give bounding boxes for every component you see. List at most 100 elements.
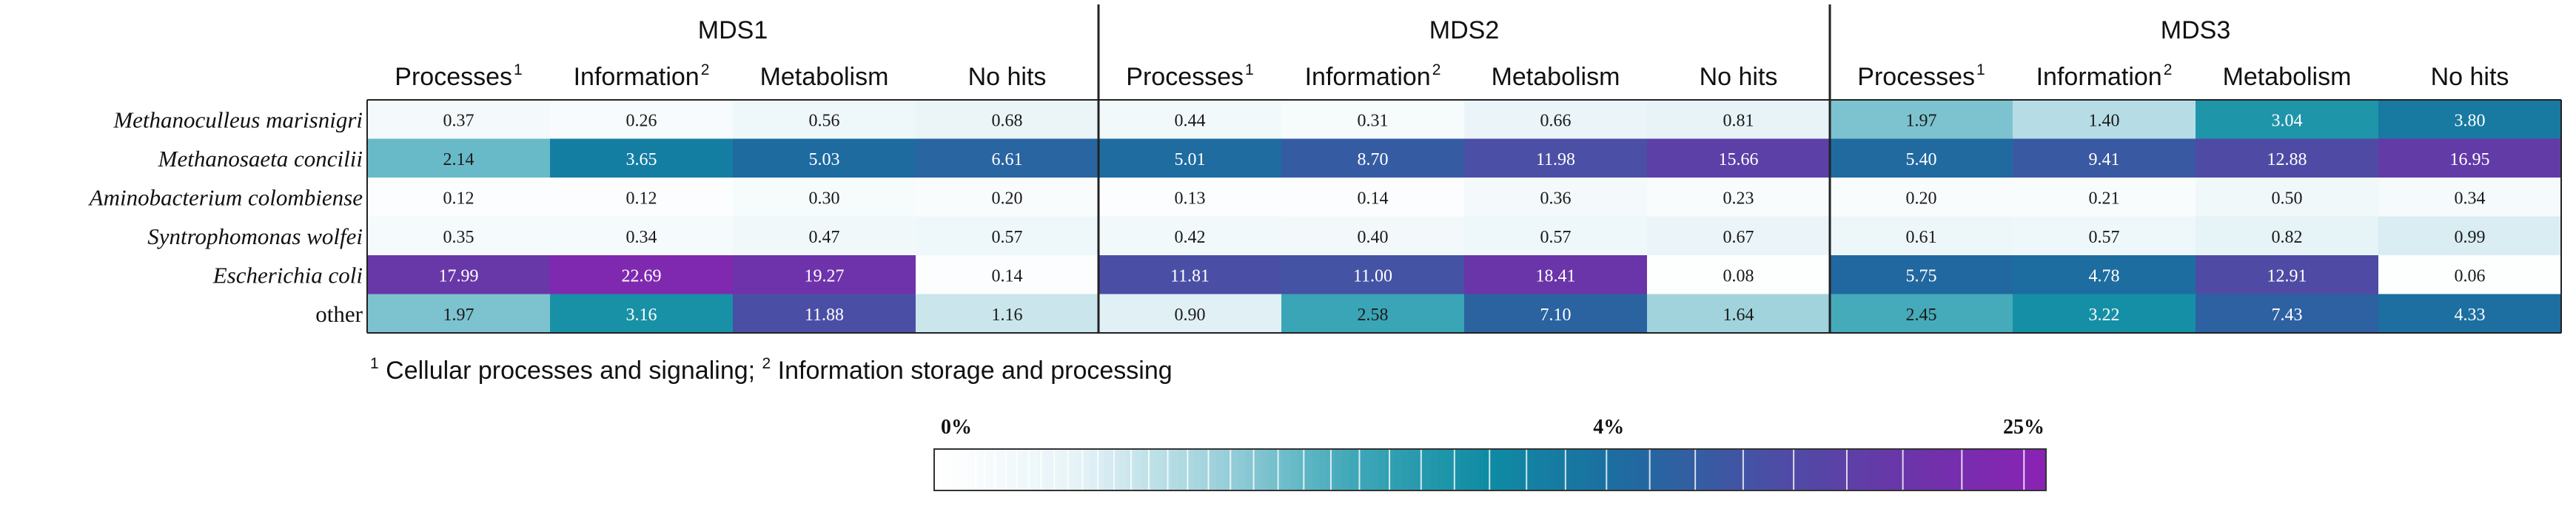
cell-value: 7.10 (1540, 306, 1572, 325)
scale-strip (1260, 449, 1269, 490)
cell-value: 0.61 (1906, 228, 1937, 247)
heatmap-cell (1099, 255, 1282, 294)
scale-strip (1616, 449, 1624, 490)
scale-strip (1905, 449, 1913, 490)
cell-value: 9.41 (2089, 150, 2120, 169)
scale-strip (1549, 449, 1557, 490)
scale-strip (1697, 449, 1705, 490)
cell-value: 22.69 (622, 266, 662, 286)
scale-strip (1823, 449, 1832, 490)
scale-strip (1542, 449, 1550, 490)
heatmap-cell (2013, 100, 2196, 139)
cell-value: 6.61 (992, 150, 1023, 169)
scale-border (933, 448, 2047, 491)
scale-strip (1208, 449, 1217, 490)
cell-value: 18.41 (1536, 266, 1576, 286)
scale-strip (1060, 449, 1068, 490)
group-header-mds1: MDS1 (698, 16, 768, 44)
cell-value: 0.57 (992, 228, 1023, 247)
heatmap-cell (916, 138, 1099, 178)
column-header-information: Information2 (574, 61, 710, 91)
heatmap-cell (2013, 216, 2196, 256)
column-header-information: Information2 (2036, 61, 2173, 91)
scale-strip (1801, 449, 1810, 490)
heatmap-cell (550, 138, 734, 178)
scale-strip (1845, 449, 1854, 490)
scale-strip (1401, 449, 1409, 490)
scale-strip (1364, 449, 1372, 490)
scale-strip (2016, 449, 2025, 490)
footnote-mark-1: 1 (370, 355, 379, 372)
cell-value: 3.80 (2455, 111, 2486, 130)
scale-strip (1942, 449, 1951, 490)
heatmap-cell (1281, 294, 1465, 334)
cell-value: 0.82 (2272, 228, 2303, 247)
heatmap-cell (550, 294, 734, 334)
heatmap-cell (1281, 178, 1465, 217)
scale-strip (1638, 449, 1646, 490)
column-header-metabolism: Metabolism (1492, 63, 1620, 91)
cell-value: 1.64 (1723, 306, 1754, 325)
scale-strip (1853, 449, 1862, 490)
scale-strip (1808, 449, 1817, 490)
scale-strip (1757, 449, 1765, 490)
heatmap-cell (2378, 138, 2562, 178)
scale-strip (1104, 449, 1113, 490)
scale-strip (1023, 449, 1031, 490)
heatmap-cell (550, 255, 734, 294)
heatmap-cell (550, 216, 734, 256)
scale-strip (1601, 449, 1609, 490)
scale-strip (1008, 449, 1016, 490)
scale-strip (1623, 449, 1631, 490)
heatmap-cell (2196, 178, 2379, 217)
scale-strip (1497, 449, 1506, 490)
cell-value: 5.03 (809, 150, 840, 169)
heatmap-cell (916, 294, 1099, 334)
scale-strip (1594, 449, 1602, 490)
scale-strip (2023, 449, 2032, 490)
cell-value: 0.26 (626, 111, 657, 130)
scale-strip (1734, 449, 1743, 490)
cell-value: 2.45 (1906, 306, 1937, 325)
scale-strip (1520, 449, 1528, 490)
scale-strip (1090, 449, 1098, 490)
cell-value: 17.99 (439, 266, 479, 286)
cell-value: 8.70 (1358, 150, 1389, 169)
column-header-metabolism: Metabolism (2223, 63, 2352, 91)
row-label: other (315, 301, 363, 327)
scale-strip (1312, 449, 1321, 490)
cell-value: 12.91 (2267, 266, 2307, 286)
scale-strip (1149, 449, 1157, 490)
cell-value: 1.40 (2089, 111, 2120, 130)
cell-value: 0.36 (1540, 189, 1572, 208)
scale-strip (1252, 449, 1261, 490)
heatmap-cell (1830, 100, 2013, 139)
cell-value: 4.78 (2089, 266, 2120, 286)
scale-strip (1201, 449, 1210, 490)
scale-strip (1579, 449, 1587, 490)
cell-value: 0.37 (443, 111, 474, 130)
cell-value: 12.88 (2267, 150, 2307, 169)
heatmap-cell (2378, 216, 2562, 256)
cell-value: 0.06 (2455, 266, 2486, 286)
cell-value: 0.31 (1358, 111, 1389, 130)
scale-strip (1119, 449, 1127, 490)
scale-strip (1675, 449, 1683, 490)
column-header-information: Information2 (1305, 61, 1441, 91)
scale-strip (1712, 449, 1721, 490)
heatmap-cell (916, 178, 1099, 217)
row-label: Escherichia coli (212, 262, 363, 288)
scale-strip (1683, 449, 1691, 490)
scale-strip (1490, 449, 1498, 490)
heatmap-cell (1647, 178, 1831, 217)
cell-value: 0.34 (2455, 189, 2486, 208)
scale-strip (1897, 449, 1906, 490)
footnote-mark-2: 2 (762, 355, 771, 372)
column-header-footnote-mark: 1 (1976, 61, 1985, 78)
cell-value: 2.58 (1358, 306, 1389, 325)
heatmap-cell (1099, 178, 1282, 217)
scale-strip (942, 449, 950, 490)
scale-strip (1141, 449, 1150, 490)
scale-strip (1971, 449, 1980, 490)
scale-strip (1452, 449, 1461, 490)
